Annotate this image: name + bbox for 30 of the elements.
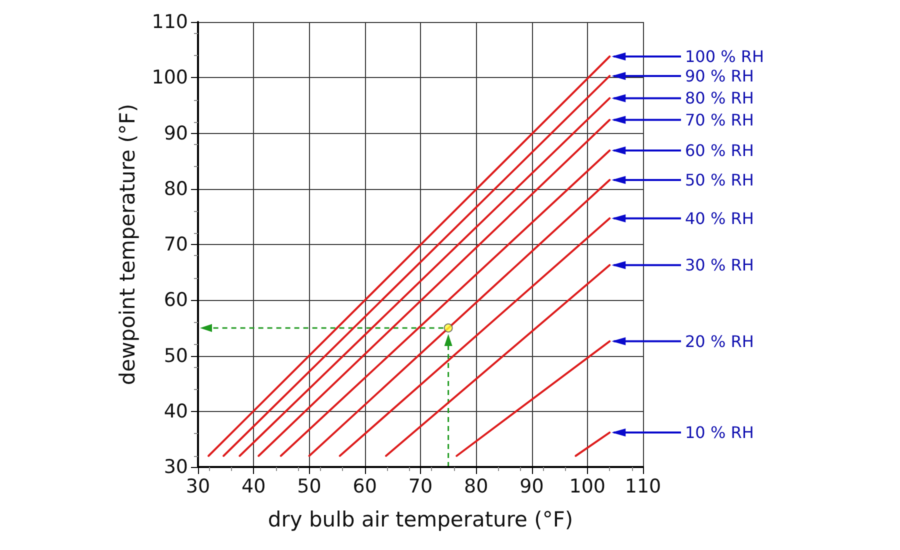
text: 20 % RH [685,332,754,351]
x-tick-label: 110 [624,476,662,498]
y-tick-label: 30 [164,456,188,478]
x-tick-label: 40 [242,476,266,498]
text: 60 % RH [685,140,754,160]
text: 80 % RH [685,88,754,108]
x-tick-label: 90 [520,476,544,498]
y-tick-label: 70 [164,234,188,256]
text: 50 % RH [685,170,754,190]
text: 100 % RH [685,46,764,66]
x-tick-label: 70 [408,476,433,498]
x-tick-label: 50 [297,476,322,498]
y-tick-label: 100 [152,66,188,89]
y-tick-label: 90 [164,122,188,144]
text: 90 % RH [685,66,754,86]
y-tick-label: 80 [164,178,188,200]
text: 30 % RH [685,256,754,275]
x-tick-label: 30 [186,476,210,498]
y-tick-label: 40 [164,400,188,422]
text: 70 % RH [685,110,754,130]
text: 10 % RH [685,423,754,442]
y-tick-label: 60 [164,289,188,312]
x-axis-title: dry bulb air temperature (°F) [268,508,574,532]
y-tick-label: 50 [164,344,188,367]
x-tick-label: 80 [464,476,488,498]
y-axis-title: dewpoint temperature (°F) [116,104,140,386]
x-tick-label: 100 [569,476,606,498]
text: 40 % RH [685,208,754,228]
x-tick-label: 60 [352,476,377,498]
y-tick-label: 110 [152,11,188,33]
